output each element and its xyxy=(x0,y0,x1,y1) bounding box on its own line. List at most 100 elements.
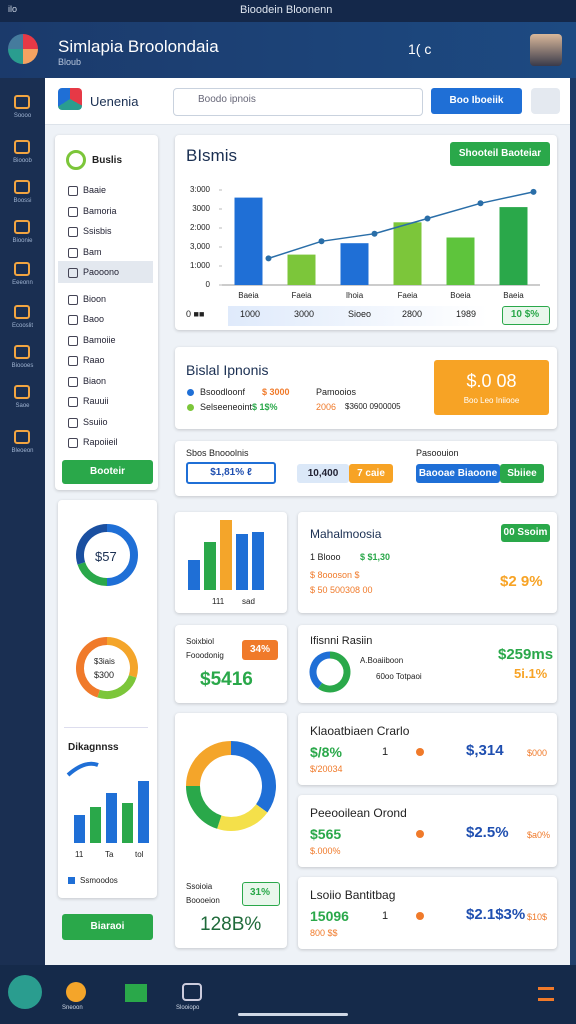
search-box[interactable] xyxy=(173,88,423,116)
nav-item[interactable]: Bamoiie xyxy=(83,334,116,345)
highlight-box xyxy=(434,360,549,415)
nav-title: Buslis xyxy=(92,155,123,166)
nav-item[interactable]: Raao xyxy=(83,355,105,365)
nav-item-icon xyxy=(68,315,78,325)
highlight-caption: Boo Leo Iniiooe xyxy=(463,396,520,405)
sidebar-label[interactable]: Soooo xyxy=(13,113,32,119)
nav-item-icon xyxy=(68,294,78,305)
menu-icon[interactable] xyxy=(538,987,554,1001)
nav-icon-3[interactable] xyxy=(182,983,202,1001)
nav-item[interactable]: Ssisbis xyxy=(83,226,112,236)
search-placeholder[interactable]: Boodo ipnois xyxy=(198,94,256,105)
sidebar-icon[interactable] xyxy=(14,180,30,194)
bar xyxy=(234,197,263,285)
donut-segment xyxy=(186,741,232,787)
stats-small[interactable]: 7 caie xyxy=(357,467,385,479)
sidebar-icon[interactable] xyxy=(14,262,30,276)
stats-pill[interactable]: Sbiiee xyxy=(507,467,537,479)
nav-item[interactable]: Rapoiieil xyxy=(83,437,118,447)
nav-item[interactable]: Ssuiio xyxy=(83,416,108,427)
stats-pill-bg[interactable] xyxy=(186,462,276,484)
card-badge-bg[interactable] xyxy=(242,882,280,906)
stats-pill-bg[interactable] xyxy=(416,464,500,483)
sidebar-label[interactable]: Eeeonn xyxy=(12,280,33,286)
donut-segment xyxy=(76,524,108,565)
nav-icon-2[interactable] xyxy=(125,984,147,1002)
nav-icon xyxy=(66,150,86,170)
row-dot xyxy=(416,912,424,920)
nav-selected[interactable] xyxy=(58,261,153,283)
nav-item[interactable]: Rauuii xyxy=(83,396,109,406)
nav-item[interactable]: Bamoria xyxy=(83,205,117,216)
nav-item-icon xyxy=(68,417,78,428)
sidebar-icon[interactable] xyxy=(14,385,30,399)
chart-badge[interactable]: 10 $% xyxy=(510,308,540,320)
nav-item-icon xyxy=(68,268,78,278)
nav-button-bg[interactable] xyxy=(62,460,153,484)
sidebar-label[interactable]: Boossi xyxy=(13,198,32,204)
sidebar-label[interactable]: Bioonie xyxy=(12,238,33,244)
nav-item[interactable]: Baoo xyxy=(83,314,105,324)
card-badge[interactable]: 31% xyxy=(249,887,270,898)
home-indicator xyxy=(238,1013,348,1016)
avatar[interactable] xyxy=(530,34,562,66)
sidebar-label[interactable]: Saoe xyxy=(15,403,30,409)
home-button[interactable] xyxy=(8,975,42,1009)
nav-button[interactable]: Booteir xyxy=(90,466,125,477)
sidebar-icon[interactable] xyxy=(14,140,30,154)
bottom-left-button[interactable]: Biaraoi xyxy=(90,921,125,932)
nav-item[interactable]: Paooono xyxy=(83,267,120,277)
mini-bar xyxy=(138,781,149,843)
card-badge-bg[interactable] xyxy=(501,524,550,542)
card-title: Mahalmoosia xyxy=(310,527,382,541)
card-line: $ 8oooson $ xyxy=(310,570,360,580)
card-line: $ 50 500308 00 xyxy=(310,585,373,595)
top-button-bg[interactable] xyxy=(431,88,522,114)
stats-pill-bg[interactable] xyxy=(500,464,544,483)
bottom-label[interactable]: Slooiopo xyxy=(176,1005,200,1011)
footer-value: 1989 xyxy=(456,309,477,319)
row-dot xyxy=(416,748,424,756)
donut-label: $300 xyxy=(94,670,115,680)
bottom-left-button-bg[interactable] xyxy=(62,914,153,940)
sidebar-label[interactable]: Ecooslit xyxy=(11,323,33,329)
sidebar-label[interactable]: Bleoeon xyxy=(11,448,34,454)
sidebar-label[interactable]: Biooob xyxy=(13,158,32,164)
card-badge[interactable]: 00 Ssoim xyxy=(503,527,548,538)
nav-item[interactable]: Biaon xyxy=(83,375,107,386)
nav-icon-1[interactable] xyxy=(66,982,86,1002)
sidebar-icon[interactable] xyxy=(14,220,30,234)
sidebar-label[interactable]: Bioooes xyxy=(11,363,34,369)
row-card xyxy=(298,795,557,867)
sidebar xyxy=(0,78,45,965)
stats-small[interactable]: 10,400 xyxy=(307,467,339,479)
y-tick-label: 3000 xyxy=(192,204,210,213)
sidebar-icon[interactable] xyxy=(14,430,30,444)
stats-small-bg[interactable] xyxy=(349,464,393,483)
nav-item[interactable]: Bioon xyxy=(83,293,107,304)
bottom-label[interactable]: Sneoon xyxy=(62,1005,83,1011)
stats-small-bg[interactable] xyxy=(297,464,349,483)
sidebar-icon[interactable] xyxy=(14,305,30,319)
chart-badge-bg[interactable] xyxy=(502,306,550,325)
top-button[interactable]: Boo Iboeiik xyxy=(449,95,504,106)
stats-pill[interactable]: $1,81% ℓ xyxy=(210,467,252,478)
line-point xyxy=(424,215,431,222)
chart-button-bg[interactable] xyxy=(450,142,550,166)
sidebar-icon[interactable] xyxy=(14,345,30,359)
notification-count[interactable]: 1( c xyxy=(408,41,432,57)
legend-label: Bsoodloonf xyxy=(200,387,246,397)
y-tick-label: 3,000 xyxy=(189,242,210,251)
sidebar-icon[interactable] xyxy=(14,95,30,109)
stats-pill[interactable]: Baooae Biaoone xyxy=(418,467,498,479)
legend-value: 2006 xyxy=(316,402,337,412)
nav-item-icon xyxy=(68,335,78,346)
card-badge[interactable]: 34% xyxy=(249,644,270,655)
card-badge-bg[interactable] xyxy=(242,640,278,660)
card-a xyxy=(175,625,287,703)
nav-item[interactable]: Bam xyxy=(83,246,102,257)
menu-button[interactable] xyxy=(531,88,560,114)
nav-item[interactable]: Baaie xyxy=(83,185,107,195)
legend-swatch xyxy=(68,877,75,884)
chart-button[interactable]: Shooteil Baoteiar xyxy=(458,148,542,159)
